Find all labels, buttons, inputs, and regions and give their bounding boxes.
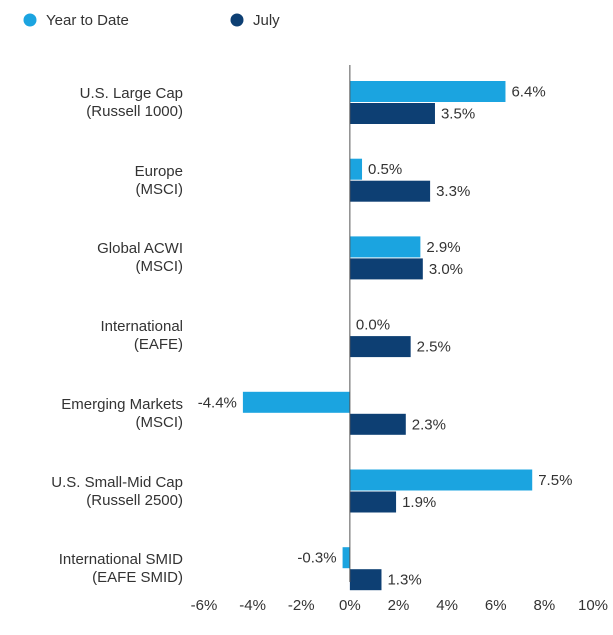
value-label: 1.3% bbox=[387, 572, 421, 589]
bar bbox=[349, 569, 382, 591]
bar bbox=[349, 336, 411, 358]
x-tick-label: 0% bbox=[339, 597, 361, 614]
value-label: 3.0% bbox=[429, 261, 463, 278]
category-label: U.S. Small-Mid Cap (Russell 2500) bbox=[51, 473, 183, 509]
legend-label: Year to Date bbox=[46, 12, 129, 29]
category-label: Emerging Markets (MSCI) bbox=[61, 395, 183, 431]
category-label: International (EAFE) bbox=[100, 318, 183, 354]
value-label: 3.3% bbox=[436, 183, 470, 200]
bar bbox=[349, 413, 406, 435]
category-label: Europe (MSCI) bbox=[134, 162, 183, 198]
value-label: 0.5% bbox=[368, 161, 402, 178]
bar bbox=[349, 236, 421, 258]
bar bbox=[349, 258, 423, 280]
x-tick-label: 6% bbox=[485, 597, 507, 614]
value-label: 6.4% bbox=[511, 83, 545, 100]
legend-label: July bbox=[253, 12, 280, 29]
bar bbox=[349, 158, 363, 180]
value-label: 0.0% bbox=[356, 317, 390, 334]
category-label: Global ACWI (MSCI) bbox=[97, 240, 183, 276]
x-tick-label: -6% bbox=[191, 597, 218, 614]
bar bbox=[242, 391, 350, 413]
bar bbox=[349, 103, 435, 124]
x-tick-label: -2% bbox=[288, 597, 315, 614]
x-tick-label: 10% bbox=[578, 597, 608, 614]
x-tick-label: 4% bbox=[436, 597, 458, 614]
value-label: -0.3% bbox=[297, 550, 336, 567]
value-label: 2.9% bbox=[426, 239, 460, 256]
value-label: -4.4% bbox=[198, 394, 237, 411]
value-label: 2.5% bbox=[417, 339, 451, 356]
bar bbox=[349, 180, 431, 202]
value-label: 7.5% bbox=[538, 472, 572, 489]
legend-marker bbox=[230, 13, 244, 27]
bar bbox=[342, 547, 350, 569]
category-label: U.S. Large Cap (Russell 1000) bbox=[79, 85, 183, 120]
x-tick-label: 8% bbox=[534, 597, 556, 614]
x-tick-label: 2% bbox=[388, 597, 410, 614]
bar bbox=[349, 491, 397, 513]
value-label: 3.5% bbox=[441, 105, 475, 122]
legend-marker bbox=[23, 13, 37, 27]
value-label: 2.3% bbox=[412, 416, 446, 433]
category-label: International SMID (EAFE SMID) bbox=[58, 551, 183, 587]
bar bbox=[349, 81, 506, 102]
bar bbox=[349, 469, 533, 491]
value-label: 1.9% bbox=[402, 494, 436, 511]
x-tick-label: -4% bbox=[239, 597, 266, 614]
